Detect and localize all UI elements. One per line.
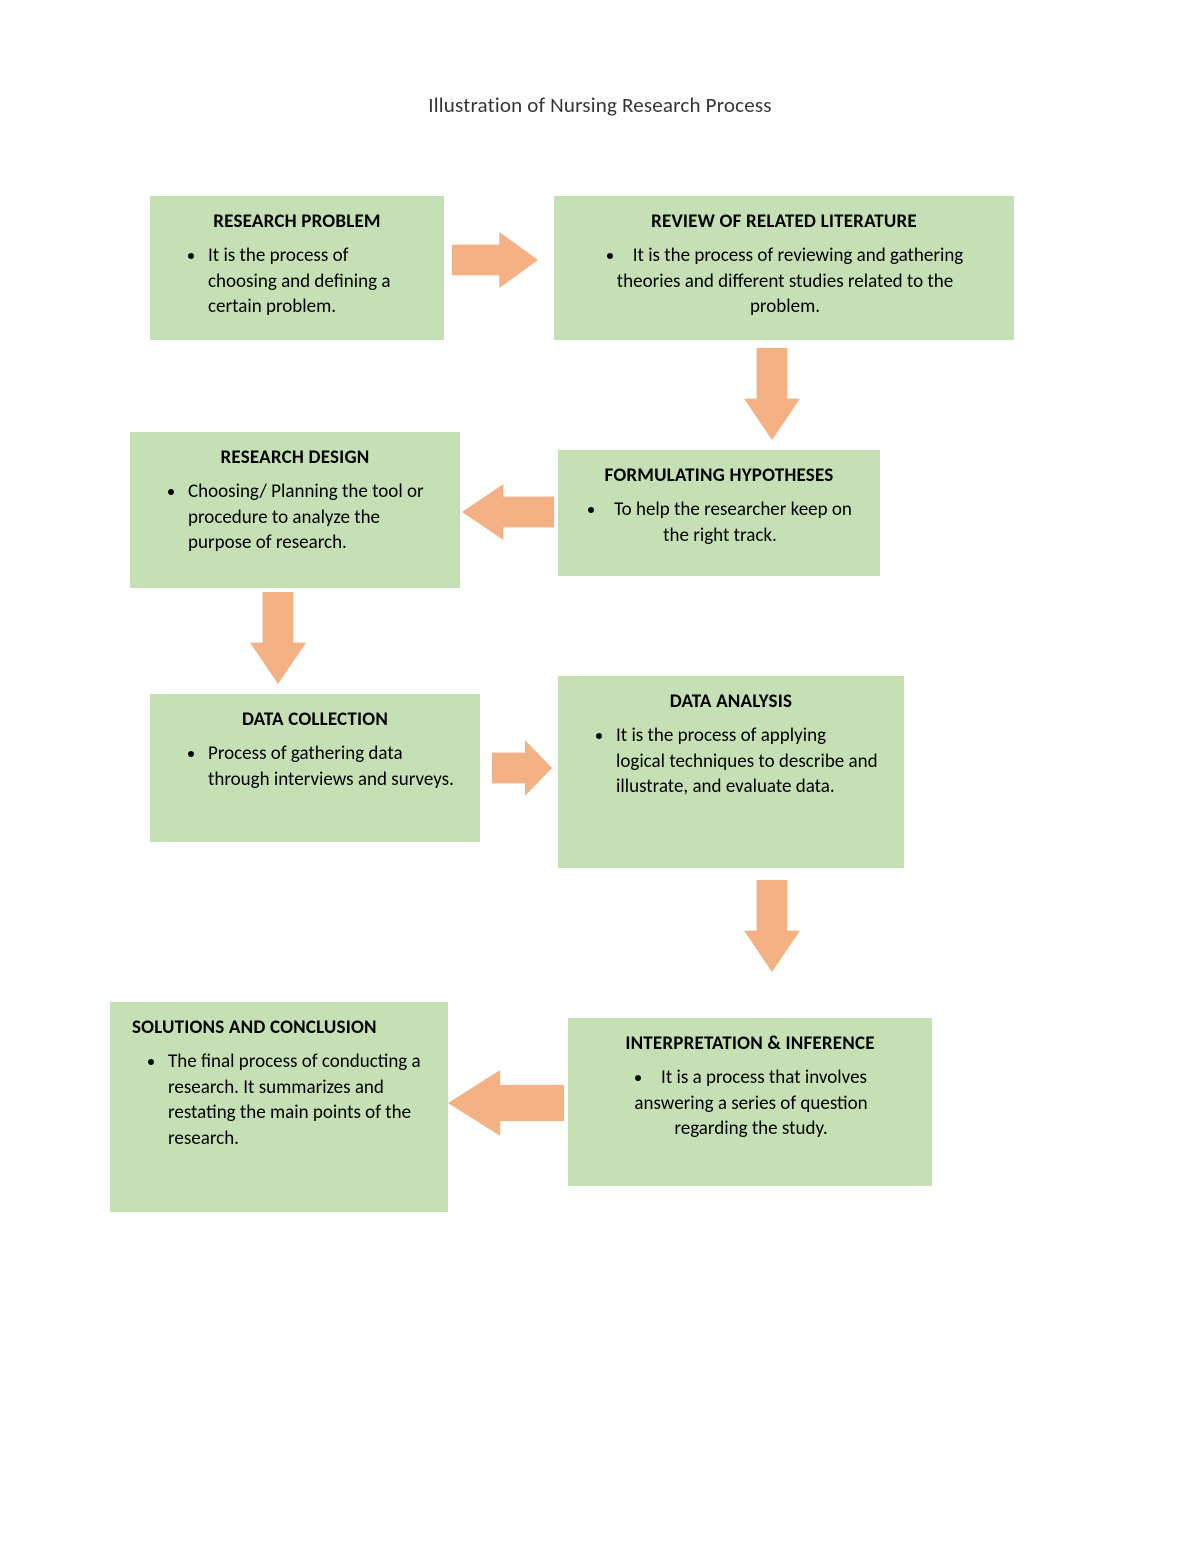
node-heading: DATA COLLECTION [168, 708, 462, 731]
arrow-left-icon [462, 484, 554, 540]
node-bullet: Process of gathering data through interv… [206, 741, 454, 792]
node-data-collection: DATA COLLECTION Process of gathering dat… [150, 694, 480, 842]
node-review-literature: REVIEW OF RELATED LITERATURE It is the p… [554, 196, 1014, 340]
node-bullets: It is the process of choosing and defini… [168, 243, 426, 320]
node-bullets: It is the process of applying logical te… [576, 723, 886, 800]
node-solutions-conclusion: SOLUTIONS AND CONCLUSION The final proce… [110, 1002, 448, 1212]
arrow-down-icon [250, 592, 306, 684]
node-heading: INTERPRETATION & INFERENCE [586, 1032, 914, 1055]
node-bullets: Choosing/ Planning the tool or procedure… [148, 479, 442, 556]
node-bullet: It is the process of reviewing and gathe… [582, 243, 986, 320]
node-bullet: To help the researcher keep on the right… [582, 497, 856, 548]
node-heading: REVIEW OF RELATED LITERATURE [572, 210, 996, 233]
node-bullets: It is the process of reviewing and gathe… [572, 243, 996, 320]
node-heading: RESEARCH DESIGN [148, 446, 442, 469]
node-bullets: The final process of conducting a resear… [128, 1049, 430, 1152]
arrow-down-icon [744, 880, 800, 972]
diagram-title: Illustration of Nursing Research Process [0, 92, 1200, 118]
node-bullet: Choosing/ Planning the tool or procedure… [186, 479, 434, 556]
node-bullet: The final process of conducting a resear… [166, 1049, 422, 1152]
node-bullet: It is the process of choosing and defini… [206, 243, 418, 320]
node-bullets: It is a process that involves answering … [586, 1065, 914, 1142]
page: Illustration of Nursing Research Process… [0, 0, 1200, 1553]
node-formulating-hypotheses: FORMULATING HYPOTHESES To help the resea… [558, 450, 880, 576]
node-heading: DATA ANALYSIS [576, 690, 886, 713]
node-bullets: Process of gathering data through interv… [168, 741, 462, 792]
node-bullet: It is the process of applying logical te… [614, 723, 878, 800]
node-research-problem: RESEARCH PROBLEM It is the process of ch… [150, 196, 444, 340]
arrow-right-icon [492, 740, 552, 796]
arrow-left-icon [448, 1070, 564, 1136]
node-data-analysis: DATA ANALYSIS It is the process of apply… [558, 676, 904, 868]
node-interpretation-inference: INTERPRETATION & INFERENCE It is a proce… [568, 1018, 932, 1186]
arrow-right-icon [452, 232, 538, 288]
node-heading: RESEARCH PROBLEM [168, 210, 426, 233]
node-heading: SOLUTIONS AND CONCLUSION [128, 1016, 430, 1039]
node-research-design: RESEARCH DESIGN Choosing/ Planning the t… [130, 432, 460, 588]
arrow-down-icon [744, 348, 800, 440]
node-heading: FORMULATING HYPOTHESES [576, 464, 862, 487]
node-bullet: It is a process that involves answering … [596, 1065, 904, 1142]
node-bullets: To help the researcher keep on the right… [576, 497, 862, 548]
